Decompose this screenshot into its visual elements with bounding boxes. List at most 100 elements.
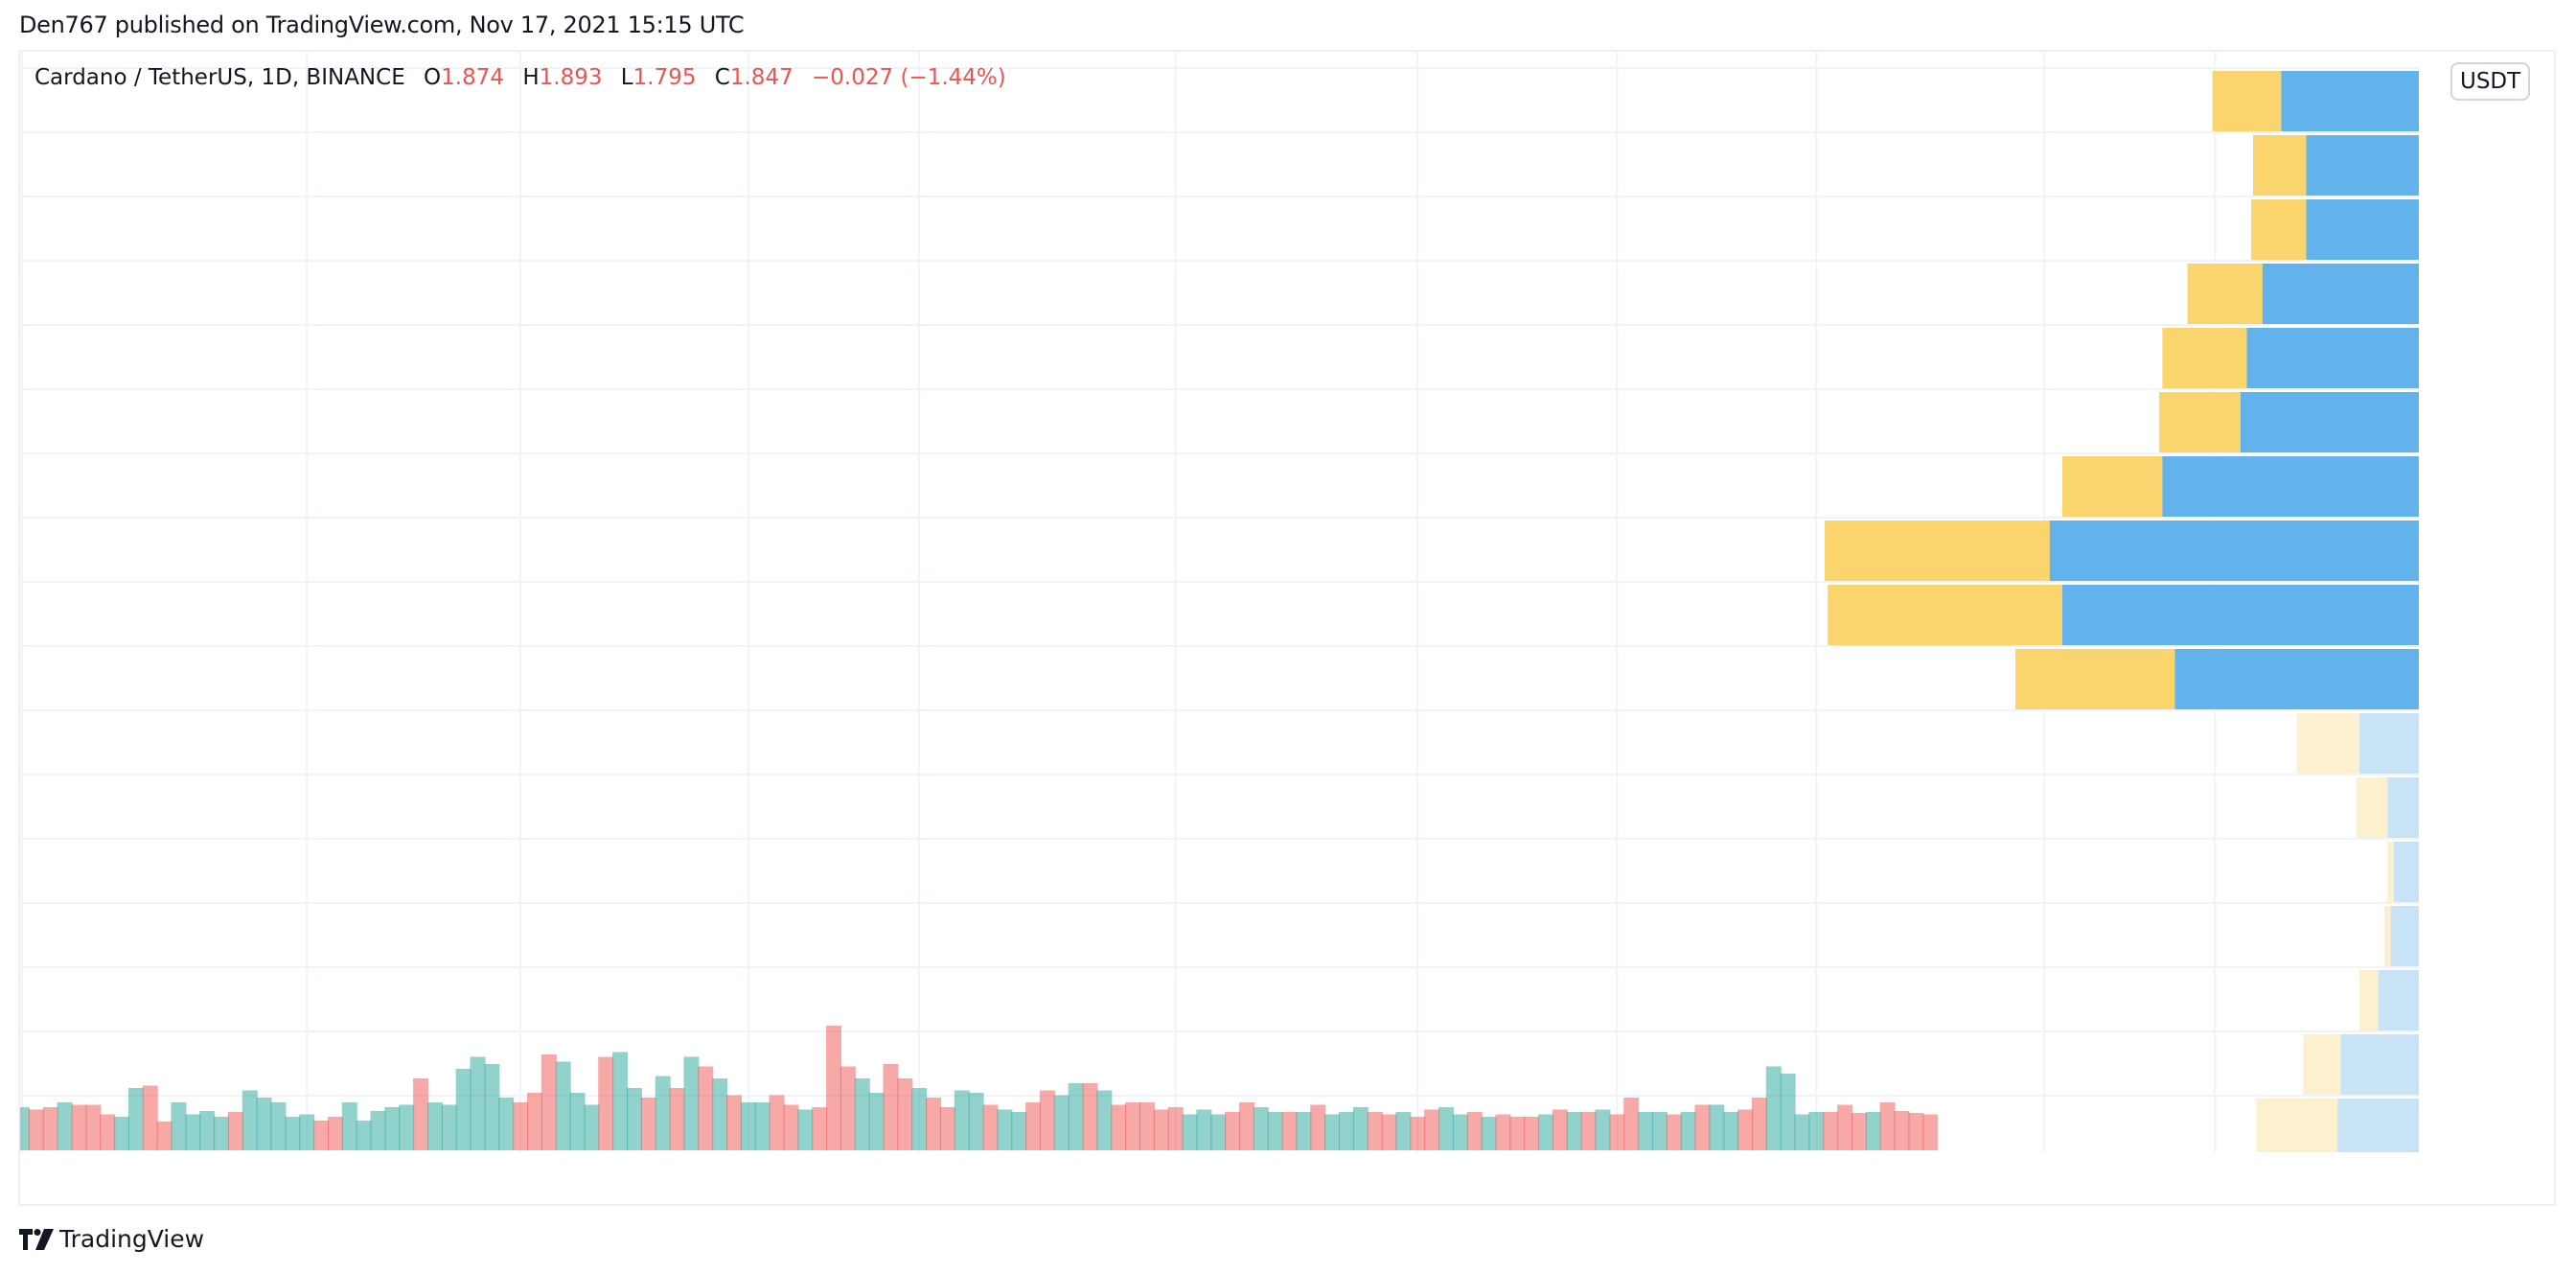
volume-bar [455, 1069, 472, 1150]
volume-profile-sell-bar [2290, 1163, 2357, 1223]
volume-bar [1253, 1107, 1269, 1150]
open-value: 1.874 [441, 65, 505, 90]
volume-profile-buy-bar [2162, 456, 2419, 517]
volume-bar [498, 1098, 515, 1150]
volume-bar [1125, 1102, 1141, 1150]
volume-bar [341, 1102, 357, 1150]
tradingview-logo[interactable]: TradingView [19, 1225, 204, 1253]
volume-bar [1837, 1104, 1853, 1150]
volume-bar [1452, 1114, 1468, 1150]
volume-profile [1825, 71, 2419, 1223]
volume-bar [171, 1102, 187, 1150]
volume-bar [1082, 1083, 1098, 1150]
volume-bar [726, 1095, 742, 1150]
volume-bar [1865, 1112, 1881, 1150]
volume-bar [826, 1026, 842, 1150]
volume-bar [227, 1112, 243, 1150]
volume-bar [982, 1104, 999, 1150]
volume-bar [854, 1078, 870, 1150]
volume-bar [1609, 1114, 1625, 1150]
volume-profile-buy-bar [2246, 328, 2419, 388]
volume-bar [1039, 1090, 1055, 1150]
currency-button[interactable]: USDT [2450, 62, 2531, 101]
volume-bar [1210, 1114, 1227, 1150]
volume-bar [1196, 1109, 1212, 1150]
volume-bar [555, 1061, 571, 1150]
volume-bar [285, 1117, 301, 1150]
volume-profile-sell-bar [2296, 713, 2359, 774]
symbol-name[interactable]: Cardano / TetherUS, 1D, BINANCE [34, 65, 405, 90]
volume-profile-sell-bar [2384, 906, 2391, 966]
volume-bar [883, 1064, 899, 1150]
volume-bar [1908, 1113, 1924, 1150]
volume-bar [1225, 1112, 1241, 1150]
volume-bar [754, 1102, 770, 1150]
volume-bar [655, 1076, 671, 1150]
volume-bar [1580, 1112, 1597, 1150]
volume-bar [1267, 1112, 1283, 1150]
volume-bar [1238, 1102, 1254, 1150]
volume-bar [1481, 1117, 1497, 1150]
volume-bar [1138, 1102, 1155, 1150]
volume-bar [413, 1078, 429, 1150]
low-value: 1.795 [632, 65, 697, 90]
volume-profile-sell-bar [2162, 328, 2247, 388]
volume-profile-sell-bar [2303, 1034, 2341, 1095]
volume-bar [1894, 1111, 1910, 1150]
volume-bar [1410, 1117, 1426, 1150]
volume-bar [769, 1095, 785, 1150]
volume-profile-buy-bar [2359, 713, 2419, 774]
volume-profile-buy-bar [2262, 264, 2419, 324]
volume-bar [584, 1104, 600, 1150]
volume-bar [1296, 1112, 1312, 1150]
volume-bar [1566, 1112, 1582, 1150]
volume-bar [356, 1121, 372, 1150]
volume-bar [1794, 1114, 1810, 1150]
volume-bar [42, 1107, 58, 1150]
volume-bar [1751, 1098, 1767, 1150]
volume-profile-sell-bar [2015, 649, 2175, 709]
volume-profile-buy-bar [2378, 970, 2419, 1030]
volume-bar [1638, 1112, 1654, 1150]
volume-bar [71, 1104, 87, 1150]
volume-bar [868, 1093, 885, 1150]
volume-bar [1167, 1107, 1184, 1150]
volume-bar [1723, 1112, 1739, 1150]
volume-profile-sell-bar [2212, 71, 2282, 131]
volume-bar [712, 1078, 728, 1150]
volume-bar [954, 1090, 970, 1150]
volume-profile-sell-bar [2359, 970, 2379, 1030]
volume-bar [127, 1088, 144, 1150]
volume-bar [939, 1107, 955, 1150]
volume-bar [313, 1121, 330, 1150]
volume-profile-sell-bar [2356, 777, 2388, 838]
volume-profile-sell-bar [2251, 199, 2307, 260]
volume-bar [370, 1111, 386, 1150]
volume-bar [926, 1098, 942, 1150]
volume-bar [1709, 1104, 1725, 1150]
volume-bar [513, 1102, 529, 1150]
volume-bar [57, 1102, 73, 1150]
volume-bar [20, 1107, 30, 1150]
volume-profile-sell-bar [2187, 264, 2263, 324]
change-value: −0.027 (−1.44%) [812, 65, 1006, 90]
tradingview-brand-name: TradingView [59, 1225, 205, 1253]
volume-bar [1538, 1114, 1554, 1150]
volume-bar [598, 1056, 614, 1150]
volume-bar [569, 1093, 586, 1150]
publication-header: Den767 published on TradingView.com, Nov… [19, 12, 745, 38]
volume-bar [156, 1122, 172, 1150]
volume-bar [1068, 1083, 1084, 1150]
high-value: 1.893 [539, 65, 603, 90]
volume-bar [242, 1090, 258, 1150]
volume-bar [783, 1104, 799, 1150]
volume-profile-buy-bar [2306, 199, 2419, 260]
low-label: L [620, 65, 633, 90]
volume-bar [683, 1056, 700, 1150]
volume-bar [612, 1052, 629, 1150]
volume-bar [384, 1107, 401, 1150]
volume-bar [1623, 1098, 1640, 1150]
volume-profile-buy-bar [2062, 585, 2419, 645]
volume-profile-buy-bar [2281, 71, 2419, 131]
